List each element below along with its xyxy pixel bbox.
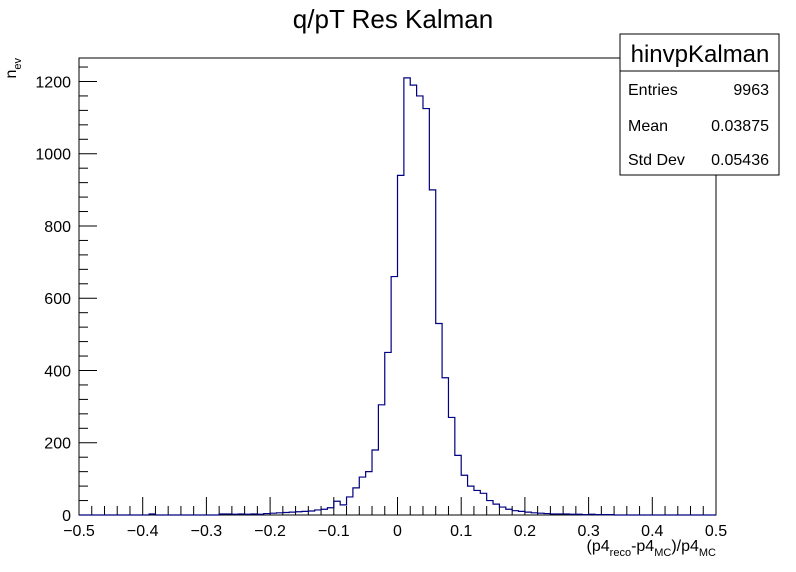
x-tick-label: −0.3 (191, 523, 223, 540)
y-tick-label: 400 (44, 363, 71, 380)
y-axis-label: nev (3, 58, 24, 79)
x-tick-label: −0.1 (318, 523, 350, 540)
histogram-bin (436, 324, 442, 515)
histogram-bin (372, 450, 378, 515)
histogram-bin (404, 78, 410, 515)
histogram-bin (499, 507, 505, 515)
histogram-bin (417, 96, 423, 515)
axis-label-part: ev (12, 58, 24, 70)
stats-mean-value: 0.03875 (711, 118, 769, 135)
histogram-bin (410, 85, 416, 515)
stats-mean-label: Mean (628, 118, 668, 135)
histogram-bin (385, 352, 391, 515)
x-tick-label: −0.5 (63, 523, 95, 540)
histogram-bin (391, 277, 397, 515)
x-tick-label: 0.1 (450, 523, 472, 540)
histogram-bin (429, 190, 435, 515)
y-tick-label: 1000 (35, 147, 71, 164)
x-tick-label: 0.2 (514, 523, 536, 540)
histogram-bin (468, 486, 474, 515)
stats-stddev-label: Std Dev (628, 152, 685, 169)
x-tick-label: 0.3 (577, 523, 599, 540)
histogram-series-line (79, 77, 716, 516)
histogram-bin (315, 510, 321, 515)
y-tick-label: 0 (62, 508, 71, 525)
y-tick-label: 600 (44, 291, 71, 308)
histogram-bin (359, 477, 365, 515)
stats-entries-value: 9963 (733, 82, 769, 99)
histogram-bin (378, 405, 384, 515)
histogram-bin (327, 508, 333, 515)
axis-label-part: n (3, 70, 20, 79)
axis-label-part: (p4 (587, 538, 610, 555)
histogram-bin (334, 501, 340, 515)
histogram-bin (423, 109, 429, 515)
histogram-bin (461, 475, 467, 515)
histogram-bin (455, 455, 461, 515)
histogram-bin (398, 175, 404, 515)
stats-box-title: hinvpKalman (631, 41, 770, 68)
chart-title: q/pT Res Kalman (293, 4, 493, 34)
axis-label-part: )/p4 (671, 538, 699, 555)
histogram-bins (149, 78, 614, 515)
axis-label-part: MC (654, 547, 671, 559)
stats-entries-label: Entries (628, 82, 678, 99)
axis-label-part: reco (610, 547, 631, 559)
histogram-bin (347, 497, 353, 515)
y-tick-label: 200 (44, 436, 71, 453)
x-tick-label: −0.2 (254, 523, 286, 540)
histogram-bin (512, 511, 518, 515)
x-tick-label: 0.4 (641, 523, 663, 540)
x-tick-label: −0.4 (127, 523, 159, 540)
stats-box-frame (619, 33, 780, 176)
y-tick-label: 1200 (35, 74, 71, 91)
x-axis-label: (p4reco-p4MC)/p4MC (587, 538, 717, 559)
histogram-bin (448, 417, 454, 515)
y-tick-labels: 0 200 400 600 800 1000 1200 (35, 74, 71, 525)
axis-label-part: MC (699, 547, 716, 559)
histogram-bin (353, 488, 359, 515)
x-tick-label: 0 (393, 523, 402, 540)
x-tick-label: 0.5 (705, 523, 727, 540)
y-tick-label: 800 (44, 219, 71, 236)
histogram-bin (340, 505, 346, 515)
histogram-bin (506, 509, 512, 515)
histogram-bin (366, 472, 372, 515)
axis-label-part: -p4 (631, 538, 654, 555)
histogram-bin (442, 378, 448, 515)
x-tick-labels: −0.5 −0.4 −0.3 −0.2 −0.1 0 0.1 0.2 0.3 0.4 0.5 (63, 523, 727, 540)
histogram-bin (474, 490, 480, 515)
histogram-bin (493, 504, 499, 515)
stats-box: hinvpKalman Entries 9963 Mean 0.03875 St… (619, 33, 780, 176)
histogram-bin (480, 493, 486, 515)
histogram-bin (487, 501, 493, 515)
histogram-bin (321, 509, 327, 515)
stats-stddev-value: 0.05436 (711, 152, 769, 169)
